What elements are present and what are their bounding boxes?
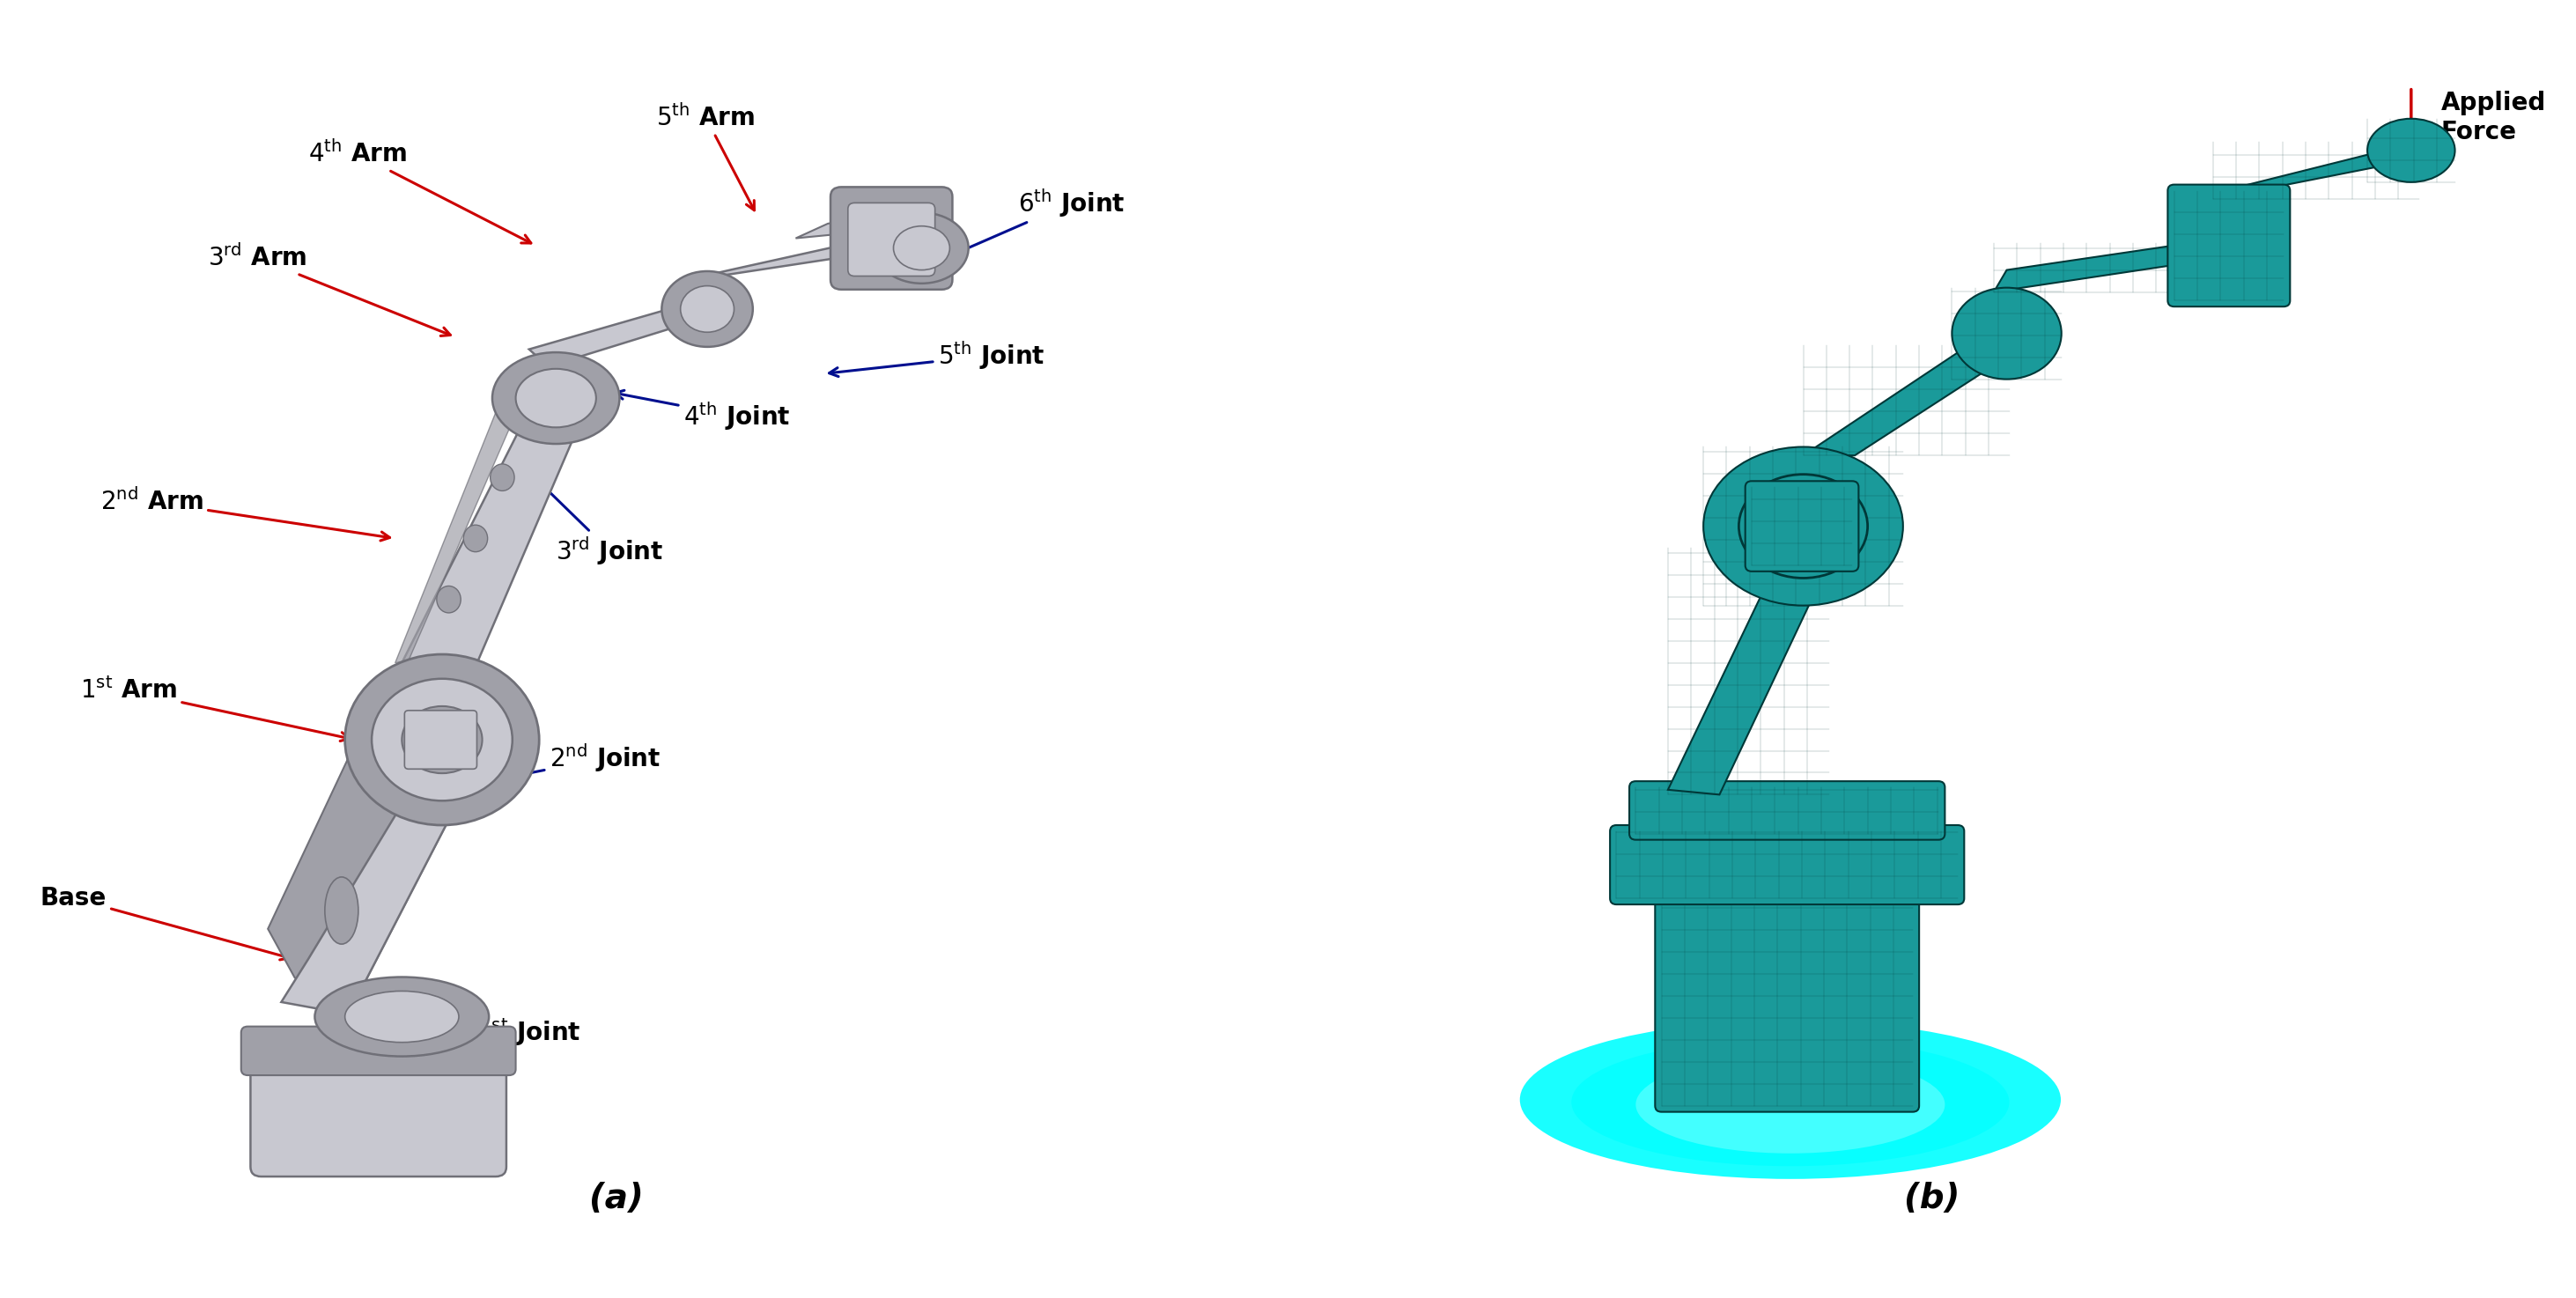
Polygon shape <box>394 413 515 663</box>
Polygon shape <box>693 239 868 280</box>
Ellipse shape <box>438 585 461 613</box>
Text: (b): (b) <box>1904 1182 1960 1215</box>
Polygon shape <box>268 746 456 1014</box>
Text: $2^{\mathrm{nd}}$ Arm: $2^{\mathrm{nd}}$ Arm <box>100 488 389 541</box>
FancyBboxPatch shape <box>242 1027 515 1075</box>
Ellipse shape <box>662 271 752 347</box>
Ellipse shape <box>1703 447 1904 606</box>
Text: $3^{\mathrm{rd}}$ Joint: $3^{\mathrm{rd}}$ Joint <box>520 463 665 567</box>
Ellipse shape <box>1739 474 1868 578</box>
Ellipse shape <box>2367 118 2455 182</box>
Ellipse shape <box>345 654 538 826</box>
Ellipse shape <box>1953 288 2061 379</box>
FancyBboxPatch shape <box>829 187 953 289</box>
Text: $3^{\mathrm{rd}}$ Arm: $3^{\mathrm{rd}}$ Arm <box>209 244 451 336</box>
Polygon shape <box>528 304 711 358</box>
Ellipse shape <box>402 706 482 774</box>
Text: Applied
Force: Applied Force <box>2442 91 2545 144</box>
Polygon shape <box>796 214 884 239</box>
Ellipse shape <box>894 226 951 270</box>
Text: $2^{\mathrm{nd}}$ Joint: $2^{\mathrm{nd}}$ Joint <box>487 742 659 784</box>
Text: Base: Base <box>41 887 289 959</box>
Ellipse shape <box>515 369 595 427</box>
Ellipse shape <box>325 877 358 944</box>
FancyBboxPatch shape <box>1628 781 1945 840</box>
Text: (a): (a) <box>590 1182 644 1215</box>
Text: $5^{\mathrm{th}}$ Joint: $5^{\mathrm{th}}$ Joint <box>829 339 1046 376</box>
Ellipse shape <box>371 679 513 801</box>
FancyBboxPatch shape <box>1654 826 1919 1112</box>
Text: $1^{\mathrm{st}}$ Arm: $1^{\mathrm{st}}$ Arm <box>80 678 350 741</box>
Polygon shape <box>1803 345 2009 456</box>
Ellipse shape <box>1636 1055 1945 1154</box>
FancyBboxPatch shape <box>404 710 477 768</box>
Ellipse shape <box>464 524 487 552</box>
FancyBboxPatch shape <box>2166 184 2290 306</box>
Ellipse shape <box>314 977 489 1057</box>
FancyBboxPatch shape <box>1747 482 1857 571</box>
Text: $4^{\mathrm{th}}$ Joint: $4^{\mathrm{th}}$ Joint <box>616 391 791 432</box>
Text: $4^{\mathrm{th}}$ Arm: $4^{\mathrm{th}}$ Arm <box>309 140 531 243</box>
Ellipse shape <box>680 286 734 332</box>
Polygon shape <box>281 783 456 1014</box>
FancyBboxPatch shape <box>1610 826 1963 905</box>
Ellipse shape <box>876 213 969 283</box>
Polygon shape <box>1669 548 1829 794</box>
Ellipse shape <box>492 352 618 444</box>
Ellipse shape <box>489 463 515 491</box>
Ellipse shape <box>1571 1038 2009 1166</box>
Polygon shape <box>402 410 582 667</box>
Ellipse shape <box>345 992 459 1042</box>
Ellipse shape <box>1520 1020 2061 1179</box>
FancyBboxPatch shape <box>250 1053 507 1176</box>
Polygon shape <box>1994 243 2190 292</box>
Text: $1^{\mathrm{st}}$ Joint: $1^{\mathrm{st}}$ Joint <box>440 1018 580 1079</box>
FancyBboxPatch shape <box>848 202 935 276</box>
Text: $6^{\mathrm{th}}$ Joint: $6^{\mathrm{th}}$ Joint <box>922 187 1126 269</box>
Text: $5^{\mathrm{th}}$ Arm: $5^{\mathrm{th}}$ Arm <box>657 104 755 210</box>
Polygon shape <box>2213 141 2419 199</box>
